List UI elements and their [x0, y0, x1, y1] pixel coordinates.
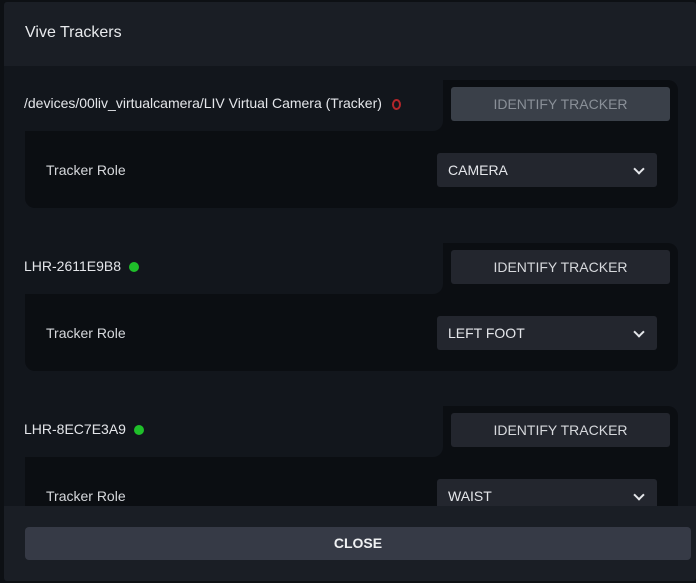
identify-tracker-button[interactable]: IDENTIFY TRACKER: [451, 87, 670, 121]
identify-tracker-button[interactable]: IDENTIFY TRACKER: [451, 413, 670, 447]
tracker-role-label: Tracker Role: [46, 325, 126, 341]
dialog-footer: CLOSE: [4, 506, 696, 581]
status-connected-icon: [129, 262, 140, 273]
tracker-role-select[interactable]: LEFT FOOT: [437, 316, 657, 350]
tracker-list[interactable]: /devices/00liv_virtualcamera/LIV Virtual…: [4, 66, 696, 506]
chevron-down-icon: [633, 326, 645, 338]
tracker-role-label: Tracker Role: [46, 162, 126, 178]
tracker-name: LHR-8EC7E3A9: [24, 421, 126, 437]
dialog-header: Vive Trackers: [4, 2, 696, 66]
chevron-down-icon: [633, 163, 645, 175]
tracker-role-select[interactable]: WAIST: [437, 479, 657, 506]
close-button[interactable]: CLOSE: [25, 527, 691, 560]
dialog-title: Vive Trackers: [25, 24, 122, 41]
tracker-card: LHR-2611E9B8 IDENTIFY TRACKER Tracker Ro…: [24, 242, 678, 371]
identify-tracker-button[interactable]: IDENTIFY TRACKER: [451, 250, 670, 284]
status-connected-icon: [133, 425, 144, 436]
tracker-role-select[interactable]: CAMERA: [437, 153, 657, 187]
tracker-card: /devices/00liv_virtualcamera/LIV Virtual…: [24, 79, 678, 208]
tracker-name: LHR-2611E9B8: [24, 258, 122, 274]
vive-trackers-dialog: Vive Trackers /devices/00liv_virtualcame…: [4, 2, 696, 581]
status-disconnected-icon: [391, 98, 401, 110]
tracker-card: LHR-8EC7E3A9 IDENTIFY TRACKER Tracker Ro…: [24, 405, 678, 506]
tracker-role-label: Tracker Role: [46, 488, 126, 504]
chevron-down-icon: [633, 489, 645, 501]
tracker-name: /devices/00liv_virtualcamera/LIV Virtual…: [24, 95, 382, 111]
